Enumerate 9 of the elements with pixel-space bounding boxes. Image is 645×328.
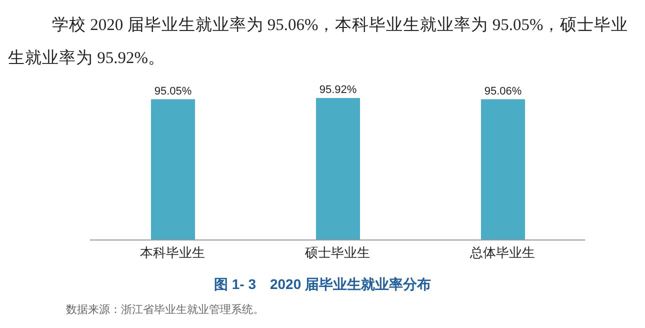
chart-subtitle: 学校 2020 届毕业生就业率为 95.06%，本科毕业生就业率为 95.05%，硕士毕业生就业率为 95.92%。 [8,14,630,69]
data-label: 95.92% [319,84,357,96]
x-tick-label: 硕士毕业生 [304,245,370,260]
x-tick-label: 本科毕业生 [140,245,205,260]
data-label: 95.06% [484,85,522,98]
text: 图 1- 3 2020 届毕业生就业率分布 [212,276,432,294]
data-label: 95.05% [154,85,192,98]
source-note: 数据来源：浙江省毕业生就业管理系统。 [66,302,265,317]
x-tick-label: 总体毕业生 [469,245,535,260]
